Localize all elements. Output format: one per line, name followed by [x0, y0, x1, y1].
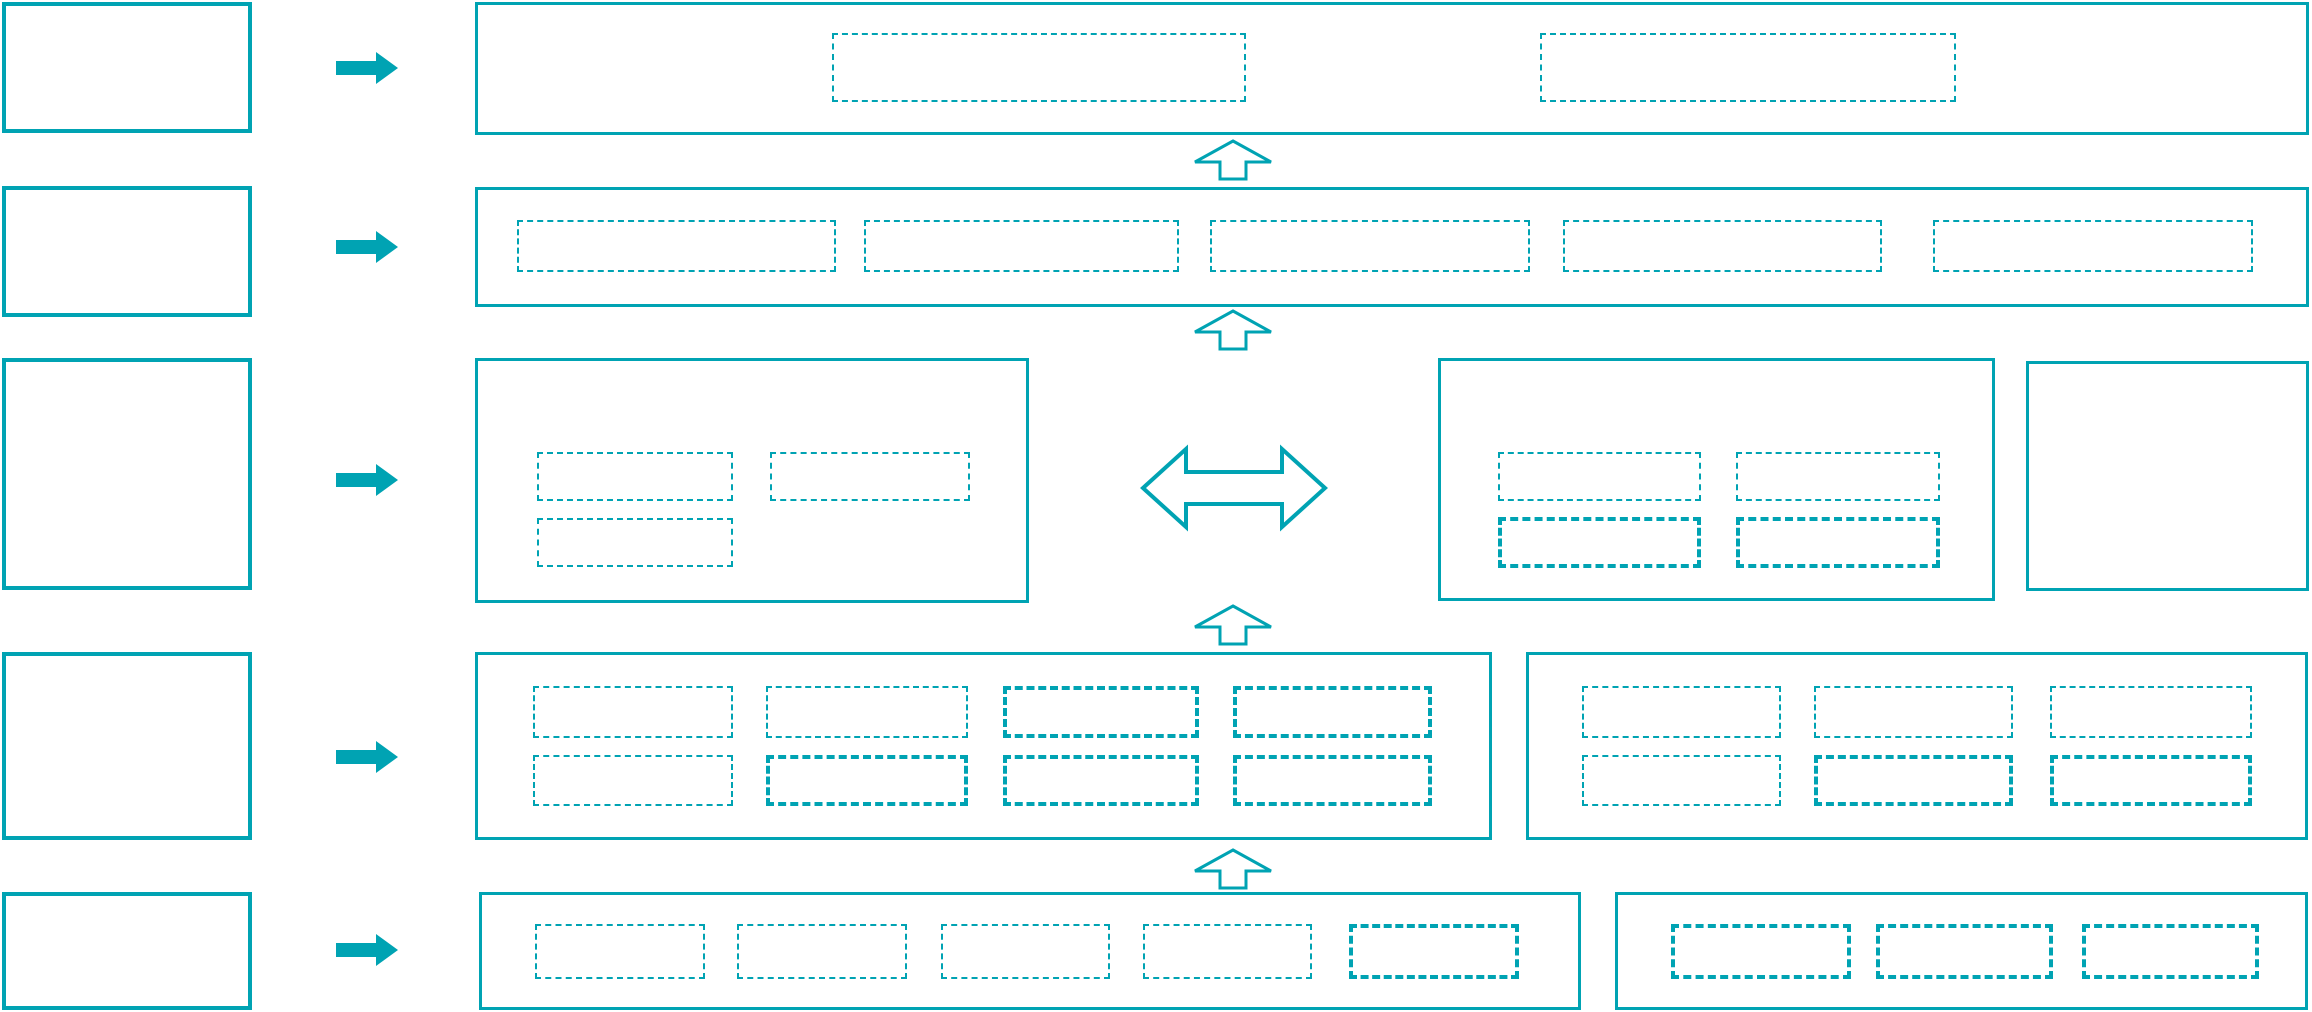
placeholder-box [537, 452, 733, 501]
placeholder-box [533, 686, 733, 738]
placeholder-box [1736, 452, 1940, 501]
layer-2-panel [475, 187, 2309, 307]
placeholder-box [1563, 220, 1882, 272]
placeholder-box [533, 755, 733, 806]
placeholder-box [1349, 924, 1519, 979]
placeholder-box [737, 924, 907, 979]
stage-box-5 [2, 892, 252, 1010]
layer-3-panel-right [1438, 358, 1995, 601]
placeholder-box [1736, 517, 1940, 568]
placeholder-box [1003, 686, 1199, 738]
placeholder-box [1498, 517, 1701, 568]
layer-5-panel-right [1615, 892, 2308, 1010]
placeholder-box [1540, 33, 1956, 102]
layer-5-panel-left [479, 892, 1581, 1010]
left-right-arrow-icon [1140, 439, 1328, 537]
placeholder-box [1003, 755, 1199, 806]
placeholder-box [1498, 452, 1701, 501]
up-arrow-icon-3 [1192, 604, 1274, 646]
placeholder-box [864, 220, 1179, 272]
right-arrow-icon-1 [336, 52, 398, 84]
placeholder-box [766, 686, 968, 738]
placeholder-box [1233, 755, 1432, 806]
placeholder-box [1933, 220, 2253, 272]
placeholder-box [537, 518, 733, 567]
layer-4-panel-right [1526, 652, 2308, 840]
placeholder-box [2050, 686, 2252, 738]
placeholder-box [1143, 924, 1312, 979]
placeholder-box [766, 755, 968, 806]
up-arrow-icon-4 [1192, 848, 1274, 890]
up-arrow-icon-1 [1192, 139, 1274, 181]
placeholder-box [2050, 755, 2252, 806]
placeholder-box [2082, 924, 2259, 979]
placeholder-box [832, 33, 1246, 102]
stage-box-4 [2, 652, 252, 840]
placeholder-box [941, 924, 1110, 979]
placeholder-box [1814, 755, 2013, 806]
stage-box-3 [2, 358, 252, 590]
right-arrow-icon-2 [336, 231, 398, 263]
right-arrow-icon-4 [336, 741, 398, 773]
placeholder-box [1210, 220, 1530, 272]
layer-4-panel-left [475, 652, 1492, 840]
placeholder-box [1582, 686, 1781, 738]
placeholder-box [770, 452, 970, 501]
up-arrow-icon-2 [1192, 309, 1274, 351]
layer-1-panel [475, 2, 2309, 135]
right-arrow-icon-3 [336, 464, 398, 496]
placeholder-box [1671, 924, 1851, 979]
placeholder-box [1233, 686, 1432, 738]
placeholder-box [1814, 686, 2013, 738]
stage-box-2 [2, 186, 252, 317]
placeholder-box [1876, 924, 2053, 979]
placeholder-box [517, 220, 836, 272]
placeholder-box [535, 924, 705, 979]
layer-3-panel-left [475, 358, 1029, 603]
stage-box-1 [2, 2, 252, 133]
layer-3-panel-side [2026, 361, 2309, 591]
right-arrow-icon-5 [336, 934, 398, 966]
placeholder-box [1582, 755, 1781, 806]
